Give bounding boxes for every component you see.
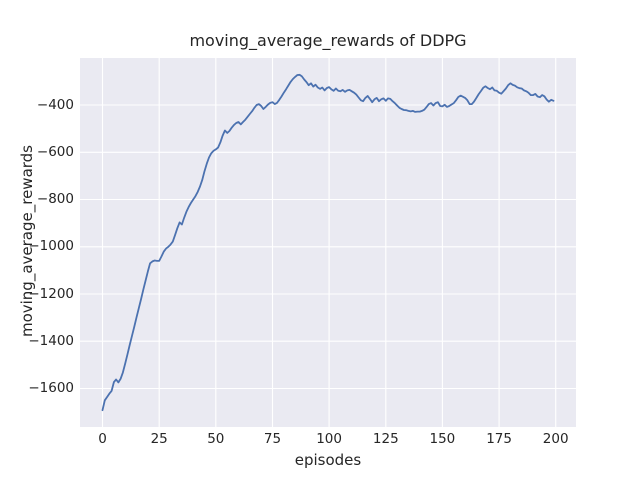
y-tick-label--1000: −1000 [28,238,74,255]
chart-title: moving_average_rewards of DDPG [189,31,467,50]
x-tick-label-25: 25 [150,431,168,447]
x-tick-label-125: 125 [372,431,399,447]
y-tick-label--1600: −1600 [28,380,74,396]
line-series-moving_average_rewards [101,73,555,412]
x-tick-label-0: 0 [98,431,107,447]
x-tick-label-200: 200 [542,431,569,447]
x-tick-label-50: 50 [207,431,225,447]
plot-area [80,58,576,427]
y-axis-label: moving_average_rewards [18,144,36,338]
y-tick-label--400: −400 [36,96,74,113]
x-tick-label-75: 75 [263,431,282,447]
x-axis-label: episodes [294,451,362,469]
x-tick-label-150: 150 [429,431,456,447]
y-tick-label--1400: −1400 [28,332,74,349]
plot-svg [80,58,576,427]
y-tick-label--800: −800 [36,191,74,207]
x-tick-label-100: 100 [316,431,342,447]
x-tick-label-175: 175 [486,431,512,447]
y-tick-label--600: −600 [36,143,74,160]
y-tick-label--1200: −1200 [28,285,74,302]
